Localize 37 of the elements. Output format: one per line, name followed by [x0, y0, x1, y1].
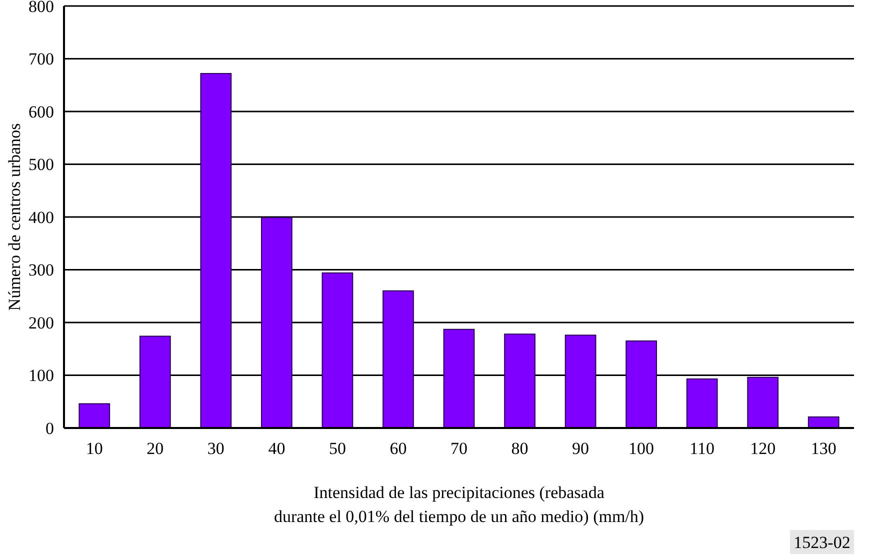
y-tick-label: 0: [46, 418, 54, 438]
bar: [626, 340, 657, 428]
y-tick-label: 800: [28, 0, 54, 16]
bar: [200, 73, 232, 428]
x-tick-label: 100: [628, 439, 654, 458]
y-tick-label: 500: [28, 155, 54, 174]
x-tick-label: 40: [268, 439, 286, 458]
x-tick-label: 120: [750, 439, 776, 458]
x-tick-label: 50: [328, 439, 346, 458]
y-tick-label: 600: [28, 102, 54, 122]
x-tick-label: 70: [450, 439, 468, 458]
bar: [686, 378, 718, 428]
x-tick-label: 110: [690, 439, 715, 458]
y-tick-label: 300: [28, 260, 54, 280]
x-tick-label: 90: [572, 439, 590, 458]
x-tick-label: 80: [511, 439, 528, 458]
y-tick-label: 700: [28, 50, 54, 69]
x-axis-title: Intensidad de las precipitaciones (rebasada durante el 0,01% del tiempo de un año medio) (mm/h): [274, 483, 644, 526]
x-tick-label: 60: [390, 439, 407, 458]
bar: [747, 376, 779, 428]
bar: [78, 403, 110, 428]
bar: [443, 328, 475, 428]
bar: [564, 334, 596, 428]
x-tick-label: 30: [207, 439, 224, 458]
x-tick-label: 10: [86, 439, 103, 458]
x-tick-label: 130: [810, 439, 836, 458]
y-tick-label: 100: [28, 366, 54, 386]
x-tick-label: 20: [146, 439, 164, 458]
bar: [139, 336, 171, 428]
bar: [322, 272, 354, 428]
bar: [261, 217, 292, 428]
y-tick-label: 200: [28, 313, 54, 332]
bar: [382, 290, 414, 428]
y-tick-label: 400: [28, 208, 54, 227]
y-axis-title: Número de centros urbanos: [4, 123, 24, 311]
bar: [504, 334, 536, 428]
text: 1523-02: [794, 532, 850, 552]
